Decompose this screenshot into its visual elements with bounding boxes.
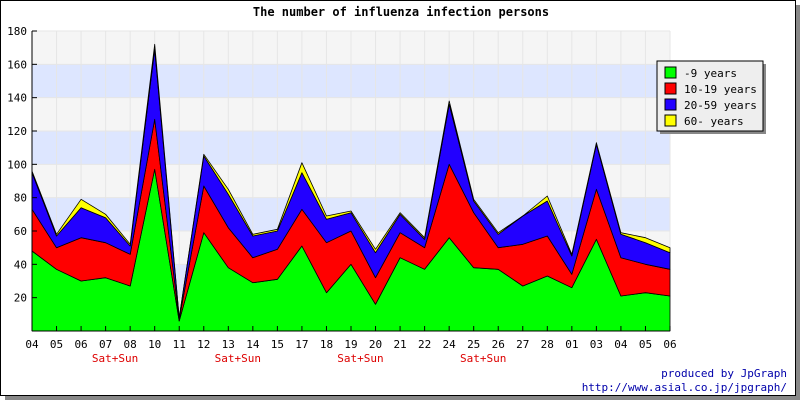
weekend-label: Sat+Sun <box>337 352 383 365</box>
y-tick-label: 40 <box>14 258 27 271</box>
legend-label: 60- years <box>684 115 744 128</box>
legend-label: 10-19 years <box>684 83 757 96</box>
x-tick-label: 11 <box>173 338 186 351</box>
x-tick-label: 15 <box>271 338 284 351</box>
x-tick-label: 24 <box>443 338 457 351</box>
y-tick-label: 120 <box>7 125 27 138</box>
y-tick-label: 20 <box>14 292 27 305</box>
x-axis-ticks: 04 05 06 07 08 10 11 12 13 14 15 17 18 19 20 21 22 24 25 26… <box>25 326 677 351</box>
y-tick-label: 140 <box>7 92 27 105</box>
credit-line-1: produced by JpGraph <box>661 367 787 380</box>
weekend-labels: Sat+Sun Sat+Sun Sat+Sun Sat+Sun <box>92 352 506 365</box>
legend-swatch <box>664 114 677 127</box>
x-tick-label: 03 <box>590 338 603 351</box>
y-tick-label: 80 <box>14 192 27 205</box>
legend-swatch <box>664 98 677 111</box>
x-tick-label: 21 <box>393 338 406 351</box>
x-tick-label: 04 <box>614 338 628 351</box>
x-tick-label: 06 <box>74 338 87 351</box>
weekend-label: Sat+Sun <box>460 352 506 365</box>
x-tick-label: 01 <box>565 338 578 351</box>
x-tick-label: 05 <box>639 338 652 351</box>
x-tick-label: 10 <box>148 338 161 351</box>
x-tick-label: 27 <box>516 338 529 351</box>
y-tick-label: 100 <box>7 158 27 171</box>
legend: -9 years 10-19 years 20-59 years 60- years <box>656 60 766 134</box>
y-tick-label: 60 <box>14 225 27 238</box>
x-tick-label: 26 <box>492 338 505 351</box>
y-tick-label: 160 <box>7 58 27 71</box>
credit-line-2: http://www.asial.co.jp/jpgraph/ <box>582 381 787 394</box>
x-tick-label: 14 <box>246 338 260 351</box>
x-tick-label: 18 <box>320 338 333 351</box>
legend-label: -9 years <box>684 67 737 80</box>
legend-swatch <box>664 82 677 95</box>
influenza-area-chart: The number of influenza infection person… <box>7 5 787 394</box>
weekend-label: Sat+Sun <box>92 352 138 365</box>
x-tick-label: 12 <box>197 338 210 351</box>
x-tick-label: 20 <box>369 338 382 351</box>
x-tick-label: 04 <box>25 338 39 351</box>
area-series-60-years <box>31 43 671 319</box>
legend-swatch <box>664 66 677 79</box>
x-tick-label: 07 <box>99 338 112 351</box>
x-tick-label: 19 <box>344 338 357 351</box>
x-tick-label: 17 <box>295 338 308 351</box>
x-tick-label: 05 <box>50 338 63 351</box>
x-tick-label: 06 <box>663 338 676 351</box>
x-tick-label: 28 <box>541 338 554 351</box>
y-tick-label: 180 <box>7 25 27 38</box>
legend-label: 20-59 years <box>684 99 757 112</box>
x-tick-label: 25 <box>467 338 480 351</box>
x-tick-label: 08 <box>124 338 137 351</box>
chart-title: The number of influenza infection person… <box>253 5 549 19</box>
x-tick-label: 13 <box>222 338 235 351</box>
y-axis-ticks: 20 40 60 80 100 120 140 160 180 <box>7 25 37 305</box>
x-tick-label: 22 <box>418 338 431 351</box>
weekend-label: Sat+Sun <box>215 352 261 365</box>
